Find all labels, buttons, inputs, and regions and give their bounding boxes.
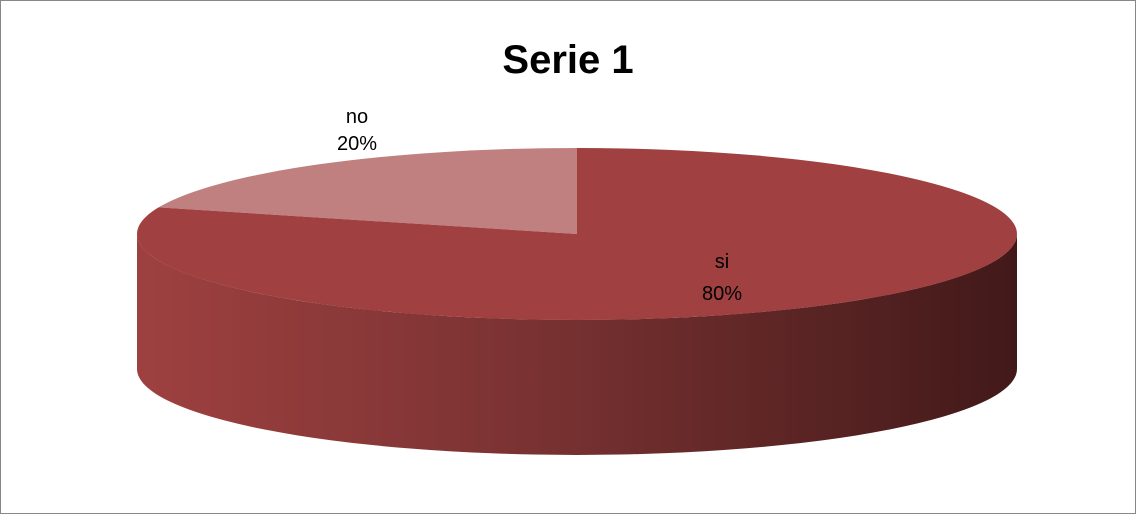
chart-title: Serie 1 — [502, 38, 634, 82]
data-label-percent-si: 80% — [702, 283, 742, 305]
data-label-category-no: no — [346, 106, 368, 128]
data-label-percent-no: 20% — [337, 133, 377, 155]
data-label-category-si: si — [715, 251, 729, 273]
pie-side-wall — [137, 234, 1017, 455]
pie-slice-si — [137, 148, 1017, 320]
pie-slice-no — [158, 148, 577, 234]
